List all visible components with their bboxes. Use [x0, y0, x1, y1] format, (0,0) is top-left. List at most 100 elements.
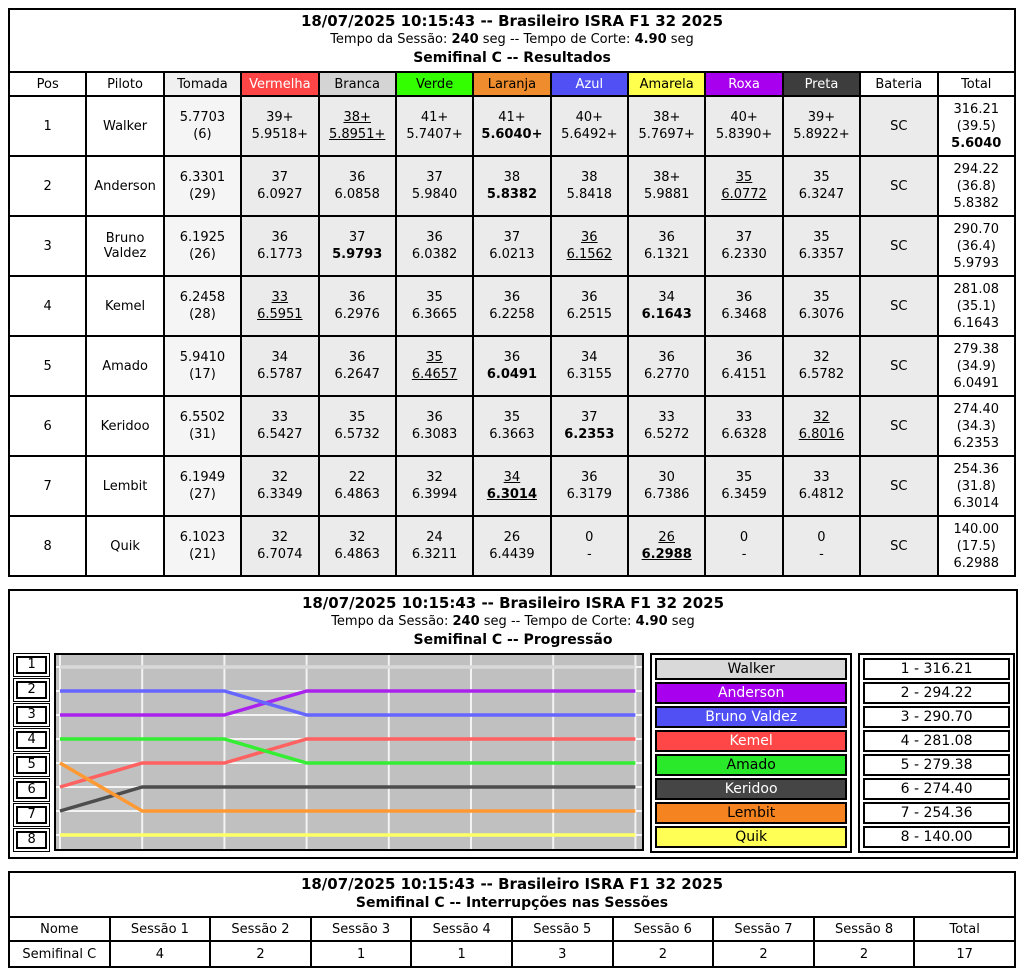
- tomada-rank: (17): [189, 367, 216, 382]
- lap-time-value: 6.0213: [489, 247, 535, 262]
- bateria-cell: SC: [859, 215, 939, 277]
- pos-cell: 5: [7, 335, 88, 397]
- total-best-lap: 6.0491: [953, 375, 1000, 391]
- table-row: 8 Quik 6.1023 (21) 32 6.7074 32 6.4863 24 6.3211 2…: [7, 515, 1016, 577]
- pilot-name: Lembit: [85, 455, 165, 517]
- legend-total: 5 - 279.38: [863, 754, 1010, 776]
- lap-time-value: 6.4863: [334, 487, 380, 502]
- session-cell: 0-: [781, 515, 862, 577]
- lap-time-value: 6.5427: [257, 427, 303, 442]
- chart-background: [56, 655, 643, 849]
- lap-time-value: 6.2353: [564, 427, 615, 442]
- tomada-time: 6.2458: [179, 290, 226, 305]
- bateria-cell: SC: [859, 395, 939, 457]
- progression-row: 1 2 3 4 5 6 7 8 Walker Anderson Bruno Valdez Kemel…: [11, 653, 1015, 853]
- session-cell: 35 6.3459: [704, 455, 784, 517]
- column-header-laranja: Laranja: [472, 71, 552, 97]
- results-header-row: Pos Piloto Tomada Vermelha Branca Verde Laranj…: [7, 71, 1016, 97]
- lap-time-value: 5.8418: [566, 187, 613, 202]
- progression-title-block: 18/07/2025 10:15:43 -- Brasileiro ISRA F…: [11, 592, 1015, 653]
- interruptions-column-header: Sessão 1: [108, 916, 212, 942]
- lap-time-value: 6.3665: [411, 307, 458, 322]
- laps-value: 37: [271, 170, 289, 185]
- table-row: 6 Keridoo 6.5502 (31) 33 6.5427 35 6.5732 36 6.30…: [7, 395, 1016, 457]
- lap-time-value: 6.3083: [411, 427, 458, 442]
- results-table: 18/07/2025 10:15:43 -- Brasileiro ISRA F…: [7, 8, 1016, 577]
- progression-chart-svg: [56, 655, 643, 849]
- session-cell: 37 6.2330: [704, 215, 784, 277]
- position-number-box: 4: [13, 728, 51, 752]
- laps-value: 37: [735, 230, 753, 245]
- total-best-lap: 6.2988: [953, 555, 1000, 571]
- session-cell: 40+ 5.6492+: [549, 95, 630, 157]
- laps-value: 36: [658, 350, 675, 365]
- session-cell: 32 6.8016: [781, 395, 862, 457]
- lap-time-value: 6.3663: [489, 427, 535, 442]
- lap-time-value: 6.3468: [721, 307, 767, 322]
- lap-time-value: 6.1773: [257, 247, 303, 262]
- laps-value: 38+: [652, 110, 681, 125]
- session-cell: 37 5.9793: [317, 215, 397, 277]
- table-row: 7 Lembit 6.1949 (27) 32 6.3349 22 6.4863 32 6.399…: [7, 455, 1016, 517]
- progression-section: 18/07/2025 10:15:43 -- Brasileiro ISRA F…: [8, 589, 1018, 859]
- laps-value: 36: [581, 290, 598, 305]
- series-line-kemel: [59, 737, 636, 789]
- pos-cell: 7: [7, 455, 88, 517]
- laps-value: 32: [271, 530, 289, 545]
- total-best-lap: 5.9793: [953, 255, 1000, 271]
- column-header-branca: Branca: [317, 71, 397, 97]
- laps-value: 0: [817, 530, 826, 545]
- session-cell: 38+ 5.8951+: [317, 95, 397, 157]
- tomada-time: 5.9410: [179, 350, 226, 365]
- laps-value: 34: [271, 350, 289, 365]
- laps-value: 32: [813, 410, 830, 425]
- interruptions-count: 2: [611, 940, 715, 968]
- column-header-tomada: Tomada: [162, 71, 243, 97]
- bateria-cell: SC: [859, 455, 939, 517]
- legend-item-lembit: Lembit: [655, 802, 848, 824]
- lap-time-value: 5.8951+: [328, 127, 386, 142]
- progression-session-info: Tempo da Sessão: 240 seg -- Tempo de Cor…: [331, 614, 695, 629]
- session-cell: 0-: [549, 515, 630, 577]
- column-header-pos: Pos: [7, 71, 88, 97]
- laps-value: 35: [735, 170, 753, 185]
- laps-value: 26: [658, 530, 675, 545]
- bateria-cell: SC: [859, 275, 939, 337]
- session-cell: 35 6.3076: [781, 275, 862, 337]
- pilot-name: Amado: [85, 335, 165, 397]
- laps-value: 36: [348, 290, 366, 305]
- series-line-bruno-valdez: [60, 689, 636, 717]
- bateria-cell: SC: [859, 335, 939, 397]
- legend-item-kemel: Kemel: [655, 730, 848, 752]
- position-number-box: 5: [13, 753, 51, 777]
- session-cell: 24 6.3211: [394, 515, 475, 577]
- results-datetime-title: 18/07/2025 10:15:43 -- Brasileiro ISRA F…: [300, 12, 724, 30]
- lap-time-value: 6.4863: [334, 547, 380, 562]
- total-best-lap: 5.8382: [953, 195, 1000, 211]
- legend-total: 1 - 316.21: [863, 658, 1010, 680]
- session-cell: 37 6.0213: [472, 215, 552, 277]
- position-number: 3: [16, 706, 48, 724]
- interruptions-count: 4: [108, 940, 212, 968]
- column-header-verde: Verde: [394, 71, 475, 97]
- position-number: 4: [16, 731, 48, 749]
- legend-item-walker: Walker: [655, 658, 848, 680]
- legend-total: 2 - 294.22: [863, 682, 1010, 704]
- lap-time-value: 6.3357: [798, 247, 845, 262]
- session-cell: 26 6.2988: [626, 515, 707, 577]
- laps-value: 36: [735, 290, 753, 305]
- total-best-lap: 5.6040: [951, 135, 1002, 151]
- lap-time-value: 6.3247: [798, 187, 845, 202]
- table-row: 5 Amado 5.9410 (17) 34 6.5787 36 6.2647 35 6.4657…: [7, 335, 1016, 397]
- lap-time-value: 5.8390+: [715, 127, 773, 142]
- laps-value: 36: [271, 230, 289, 245]
- lap-time-value: -: [586, 547, 592, 562]
- interruptions-column-header: Sessão 2: [209, 916, 312, 942]
- legend-total: 6 - 274.40: [863, 778, 1010, 800]
- tomada-rank: (6): [193, 127, 212, 142]
- session-cell: 32 6.3994: [394, 455, 475, 517]
- laps-value: 36: [658, 230, 675, 245]
- laps-value: 24: [426, 530, 443, 545]
- interruptions-column-header: Sessão 8: [812, 916, 916, 942]
- lap-time-value: 6.3211: [411, 547, 458, 562]
